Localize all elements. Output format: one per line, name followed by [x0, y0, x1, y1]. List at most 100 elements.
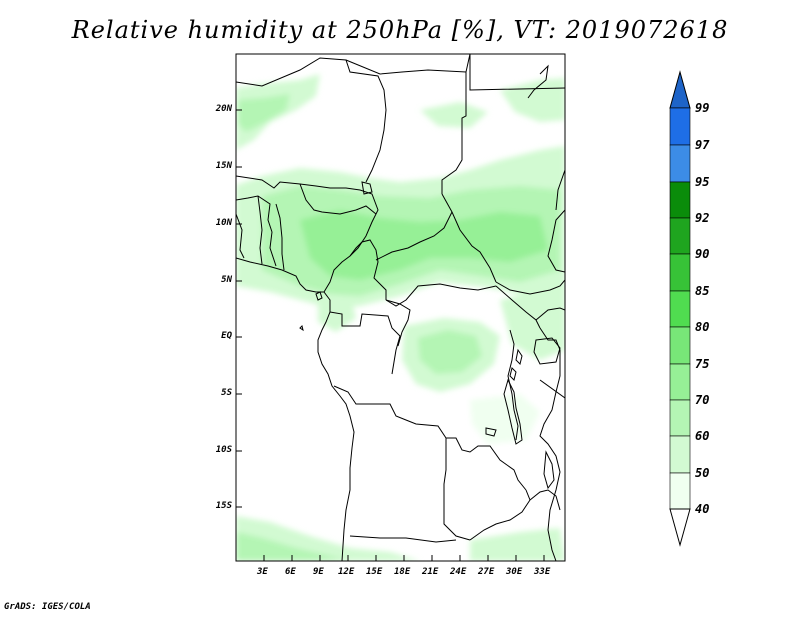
lat-label-15s: 15S [215, 501, 232, 511]
colorbar-label-92: 92 [695, 211, 710, 225]
border-drc-angola [333, 385, 527, 491]
humidity-shading [236, 74, 565, 561]
lake-victoria [533, 337, 561, 365]
lon-label-12e: 12E [338, 567, 355, 577]
lon-label-9e: 9E [313, 567, 324, 577]
lat-label-10n: 10N [215, 218, 232, 228]
page-title: Relative humidity at 250hPa [%], VT: 201… [71, 16, 729, 44]
ethiopia-border [547, 209, 565, 273]
sudan-eritrea [555, 169, 565, 211]
colorbar [669, 70, 691, 547]
country-boundaries [236, 54, 565, 561]
border-ghana-burkina [236, 195, 273, 233]
border-car-south [385, 283, 497, 307]
island-sao-tome [299, 325, 304, 332]
lake-kivu [509, 367, 517, 381]
map-frame [235, 53, 566, 562]
lon-label-6e: 6E [285, 567, 296, 577]
colorbar-swatch-92-95 [669, 181, 691, 219]
lon-label-21e: 21E [422, 567, 439, 577]
border-sudan-south-sudan [495, 279, 565, 295]
colorbar-label-50: 50 [695, 466, 710, 480]
border-mali-niger-south [236, 175, 379, 257]
red-sea-coast [527, 64, 549, 99]
island-bioko [315, 291, 323, 301]
lake-mweru [485, 427, 497, 437]
lake-chad [361, 181, 373, 195]
border-ghana-togo [257, 195, 263, 265]
colorbar-label-70: 70 [695, 393, 710, 407]
colorbar-label-75: 75 [695, 357, 710, 371]
colorbar-swatch-80-85 [669, 290, 691, 328]
border-benin-nigeria [275, 203, 285, 271]
grads-credit: GrADS: IGES/COLA [4, 602, 91, 612]
border-angola-zambia [443, 438, 471, 541]
colorbar-swatch-70-75 [669, 363, 691, 401]
colorbar-swatch-75-80 [669, 326, 691, 365]
colorbar-swatch-97-99 [669, 107, 691, 146]
colorbar-swatch-90-92 [669, 217, 691, 255]
border-mozambique [529, 489, 561, 511]
lat-label-20n: 20N [215, 104, 232, 114]
lat-label-10s: 10S [215, 445, 232, 455]
lon-label-15e: 15E [366, 567, 383, 577]
humidity-area-congo-core [418, 330, 482, 374]
humidity-area-ne [500, 78, 565, 122]
border-niger-north [345, 54, 471, 75]
lon-label-24e: 24E [450, 567, 467, 577]
colorbar-label-90: 90 [695, 247, 710, 261]
lat-label-5s: 5S [221, 388, 232, 398]
border-togo-benin [269, 231, 277, 267]
colorbar-label-40: 40 [695, 502, 710, 516]
colorbar-label-60: 60 [695, 429, 710, 443]
colorbar-swatch-40-50 [669, 472, 691, 510]
lon-label-27e: 27E [478, 567, 495, 577]
humidity-area-n-center [420, 102, 488, 128]
border-cotedivoire [236, 213, 245, 259]
border-kenya-tanzania [539, 379, 565, 399]
humidity-area-nw2 [238, 94, 290, 132]
colorbar-swatch-60-70 [669, 399, 691, 437]
lake-tanganyika [503, 378, 523, 445]
border-egypt-sudan [469, 54, 565, 91]
lat-label-15n: 15N [215, 161, 232, 171]
lon-label-33e: 33E [534, 567, 551, 577]
colorbar-bottom-arrow [669, 508, 691, 547]
border-drc-north [385, 299, 411, 347]
humidity-area-se-bottom [470, 528, 565, 561]
border-south-sudan-east [495, 285, 541, 329]
lon-label-18e: 18E [394, 567, 411, 577]
colorbar-label-85: 85 [695, 284, 710, 298]
border-nigeria-niger [299, 183, 377, 215]
lon-ticks [263, 555, 545, 561]
border-mali-algeria [236, 57, 387, 183]
lake-albert [515, 348, 523, 365]
colorbar-swatch-85-90 [669, 253, 691, 292]
lon-label-30e: 30E [506, 567, 523, 577]
colorbar-label-99: 99 [695, 101, 710, 115]
colorbar-top-arrow [669, 70, 691, 109]
border-chad-car [375, 211, 453, 261]
humidity-area-east [500, 288, 565, 360]
humidity-area-south-east [470, 394, 540, 444]
border-libya-chad [441, 72, 467, 194]
colorbar-label-97: 97 [695, 138, 710, 152]
humidity-area-sahel-inner [300, 210, 548, 280]
lat-label-eq: EQ [221, 331, 232, 341]
humidity-area-sw-core [236, 532, 350, 561]
border-uganda-kenya [535, 307, 565, 321]
lat-label-5n: 5N [221, 275, 232, 285]
lon-label-3e: 3E [257, 567, 268, 577]
humidity-area-gabon [318, 296, 356, 332]
colorbar-swatch-95-97 [669, 144, 691, 183]
border-congo-gabon [329, 311, 401, 375]
coastline-west-africa [236, 257, 355, 561]
lat-ticks [236, 109, 242, 508]
border-nigeria-cameroon [323, 239, 387, 300]
lake-malawi [543, 450, 555, 490]
colorbar-label-95: 95 [695, 175, 710, 189]
border-angola-namibia [349, 535, 457, 543]
colorbar-swatch-50-60 [669, 435, 691, 474]
colorbar-label-80: 80 [695, 320, 710, 334]
